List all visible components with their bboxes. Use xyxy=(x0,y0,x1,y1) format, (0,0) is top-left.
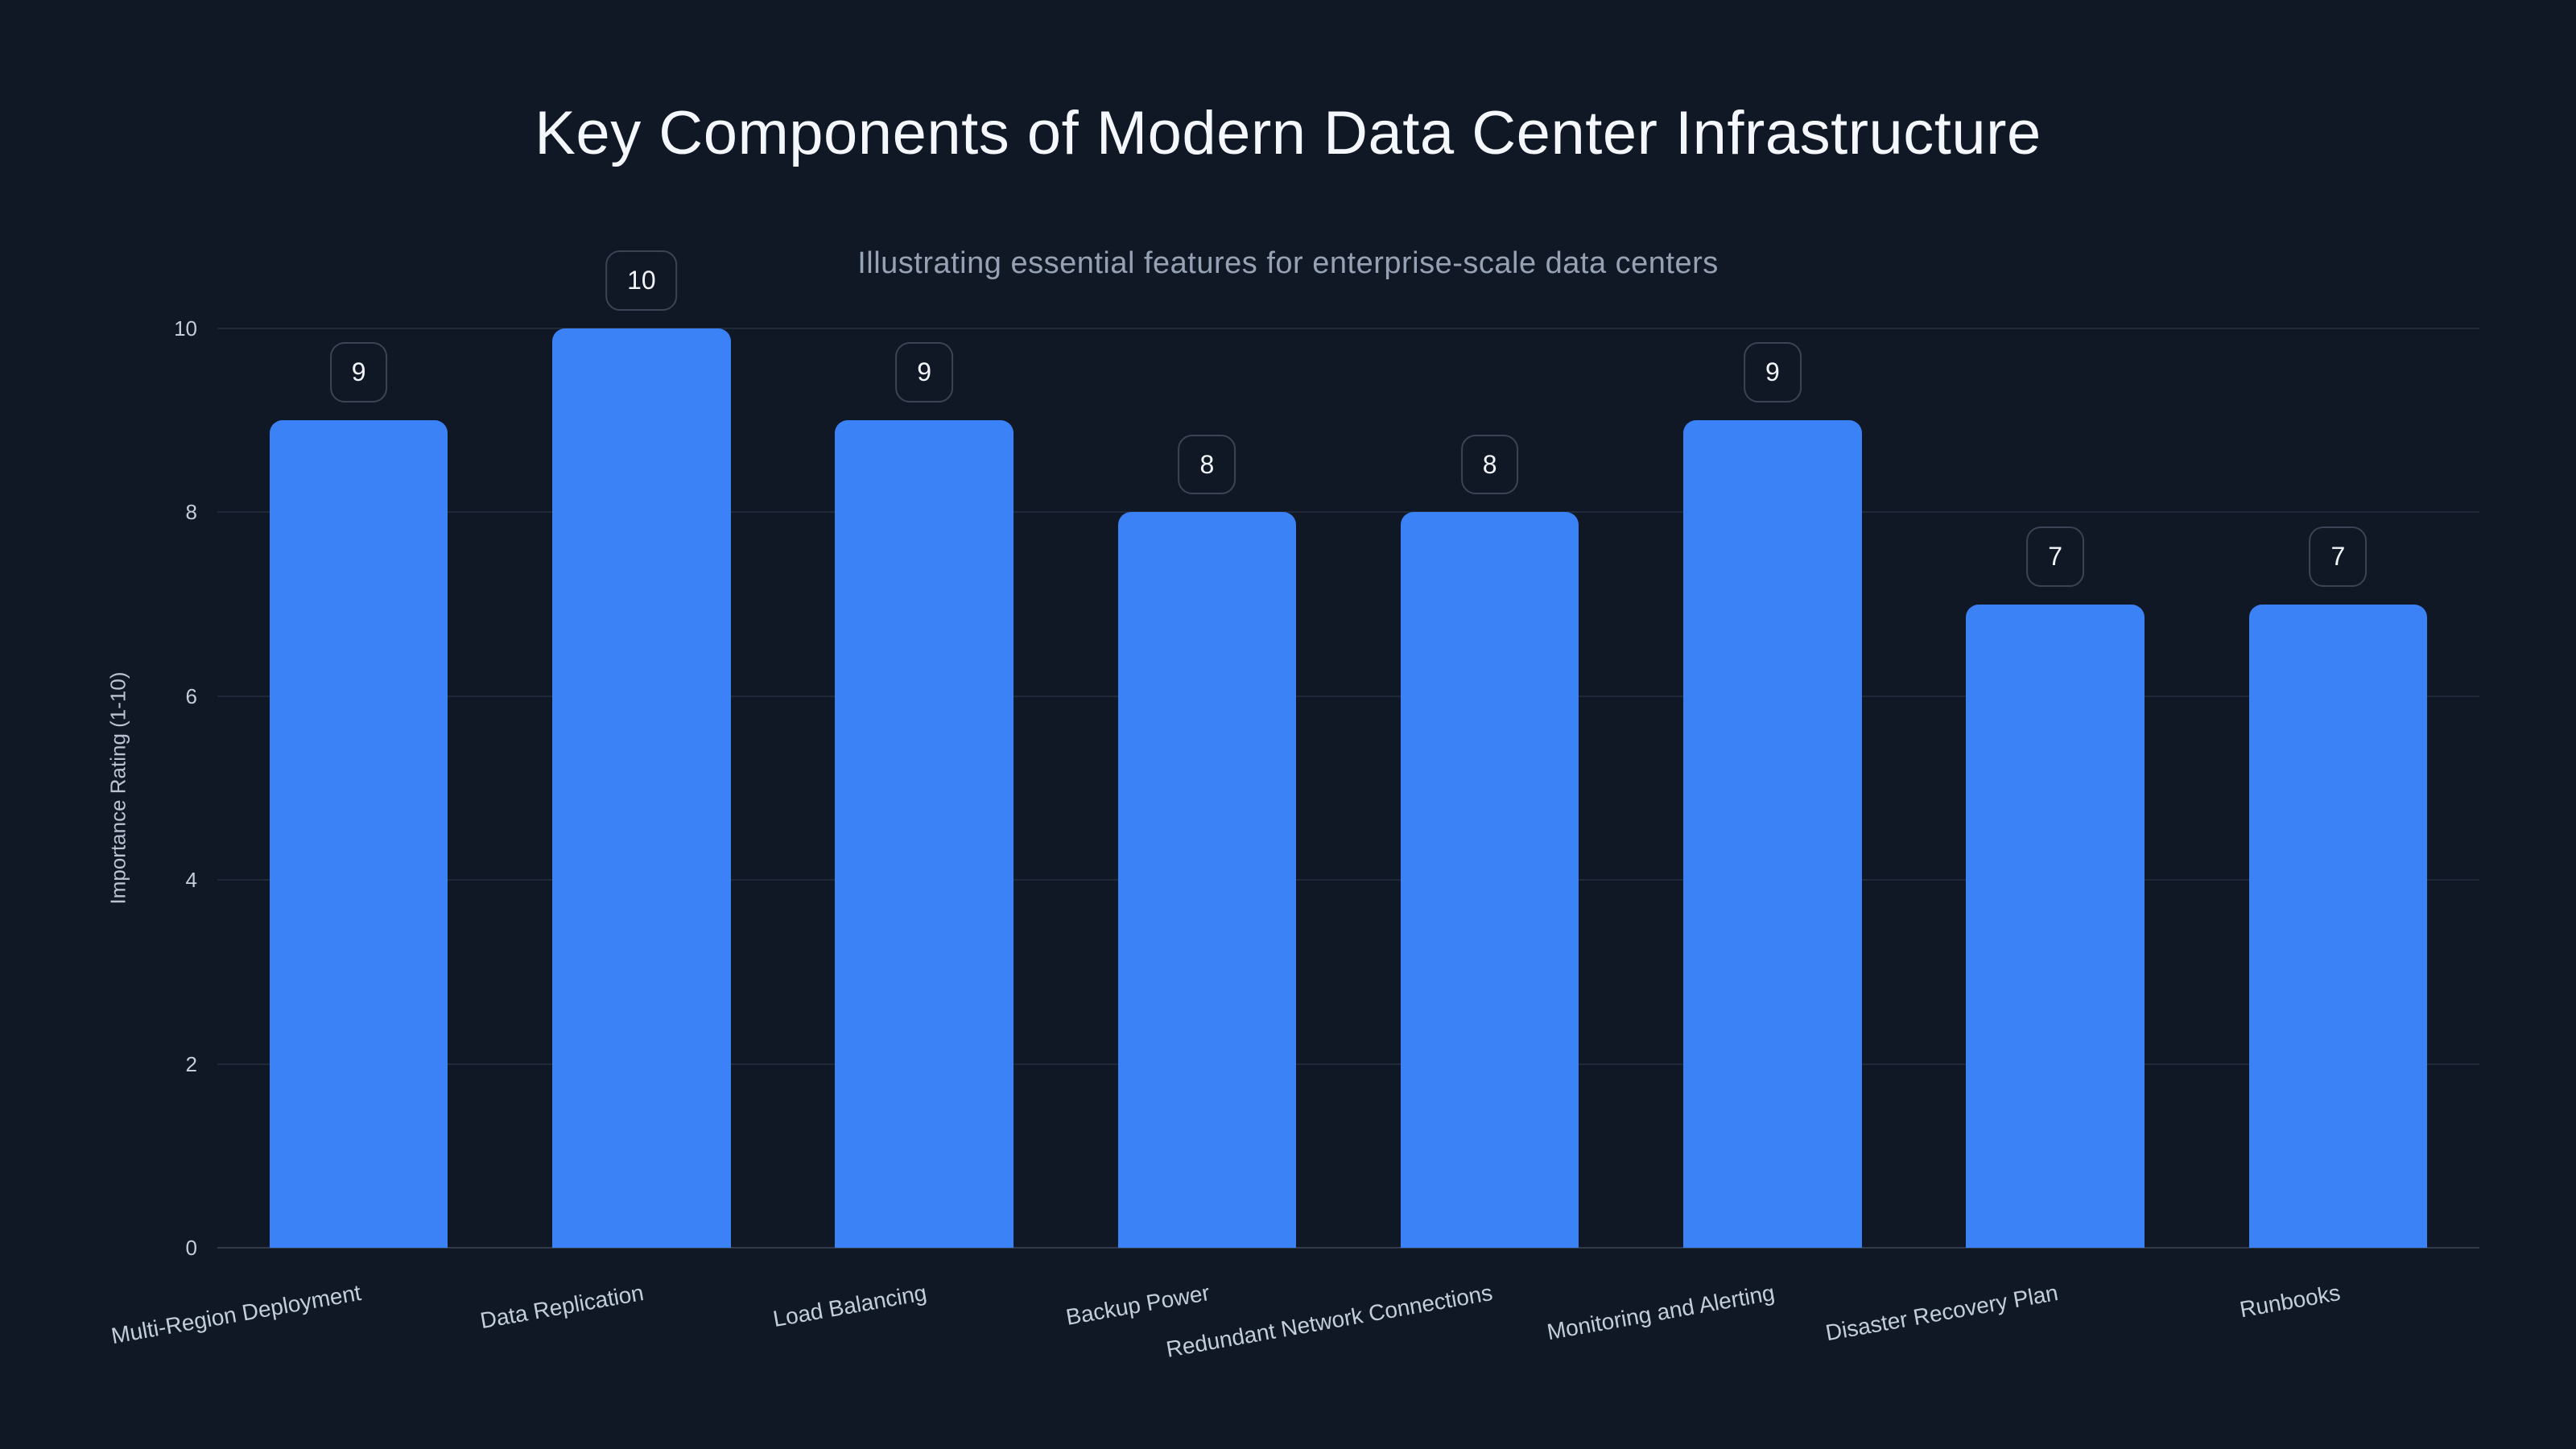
x-tick-label: Redundant Network Connections xyxy=(1163,1280,1495,1362)
y-tick-label-6: 6 xyxy=(185,683,197,708)
bar[interactable]: 9 xyxy=(1683,342,1862,1248)
bar-slot: 9 Monitoring and Alerting xyxy=(1546,328,1913,1344)
bar[interactable]: 7 xyxy=(2248,526,2428,1248)
bar-slot: 8 Redundant Network Connections xyxy=(1164,328,1631,1362)
y-axis-title: Importance Rating (1-10) xyxy=(105,671,130,905)
bar[interactable]: 7 xyxy=(1966,526,2145,1248)
bar[interactable]: 8 xyxy=(1400,434,1579,1248)
x-tick-label: Disaster Recovery Plan xyxy=(1823,1280,2060,1346)
value-badge: 7 xyxy=(2309,526,2368,587)
bar[interactable]: 9 xyxy=(269,342,448,1248)
bar-slot: 7 Runbooks xyxy=(2197,328,2479,1322)
x-tick-label: Monitoring and Alerting xyxy=(1545,1280,1777,1345)
bars-row: 9 Multi-Region Deployment 10 Data Replicati… xyxy=(109,250,2479,1362)
gridline-y-6 xyxy=(217,695,2479,697)
gridline-y-8 xyxy=(217,511,2479,514)
bar-slot: 9 Load Balancing xyxy=(771,328,1066,1331)
bar-slot: 10 Data Replication xyxy=(479,250,782,1333)
y-tick-label-2: 2 xyxy=(185,1051,197,1076)
gridline-y-0 xyxy=(217,1247,2479,1249)
chart-subtitle: Illustrating essential features for ente… xyxy=(857,246,1719,280)
x-tick-label: Backup Power xyxy=(1063,1280,1212,1330)
bar-slot: 8 Backup Power xyxy=(1064,328,1348,1330)
gridline-y-4 xyxy=(217,879,2479,881)
value-badge: 8 xyxy=(1178,434,1236,495)
x-tick-label: Data Replication xyxy=(478,1280,646,1334)
plot-area: 0 2 4 6 8 10 9 Multi-Region Deployment 10 Data R… xyxy=(109,250,2479,1362)
gridline-y-2 xyxy=(217,1063,2479,1065)
gridline-y-10 xyxy=(217,328,2479,329)
value-badge: 9 xyxy=(895,342,954,403)
y-tick-label-10: 10 xyxy=(174,316,197,341)
value-badge: 9 xyxy=(329,342,388,403)
bar[interactable]: 9 xyxy=(835,342,1013,1248)
bar[interactable]: 8 xyxy=(1117,434,1297,1248)
x-tick-label: Multi-Region Deployment xyxy=(109,1280,364,1349)
value-badge: 7 xyxy=(2026,526,2085,587)
bar-slot: 7 Disaster Recovery Plan xyxy=(1823,328,2197,1345)
x-tick-label: Runbooks xyxy=(2238,1280,2343,1323)
value-badge: 10 xyxy=(605,250,678,311)
bar-slot: 9 Multi-Region Deployment xyxy=(109,328,500,1348)
chart-title: Key Components of Modern Data Center Inf… xyxy=(535,99,2041,167)
x-tick-label: Load Balancing xyxy=(771,1280,929,1332)
y-tick-label-4: 4 xyxy=(185,868,197,893)
value-badge: 8 xyxy=(1460,434,1519,495)
value-badge: 9 xyxy=(1743,342,1802,403)
y-tick-label-0: 0 xyxy=(185,1236,197,1260)
bar[interactable]: 10 xyxy=(552,250,731,1248)
y-tick-label-8: 8 xyxy=(185,500,197,525)
